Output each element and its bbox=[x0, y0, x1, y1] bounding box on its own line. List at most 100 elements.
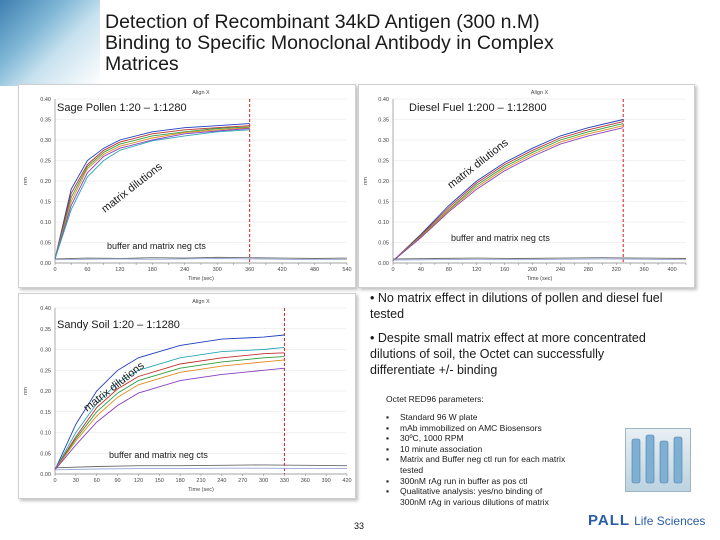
series-line bbox=[54, 464, 348, 469]
y-tick-label: 0.05 bbox=[40, 451, 51, 457]
y-tick-label: 0.35 bbox=[40, 118, 51, 124]
series-line bbox=[54, 367, 285, 471]
x-tick-label: 120 bbox=[472, 267, 481, 273]
x-tick-label: 60 bbox=[94, 478, 100, 484]
series-line bbox=[54, 128, 250, 260]
y-tick-label: 0.05 bbox=[378, 241, 389, 247]
header-image bbox=[0, 0, 100, 86]
x-tick-label: 320 bbox=[612, 267, 621, 273]
neg-control-label: buffer and matrix neg cts bbox=[451, 233, 550, 243]
x-tick-label: 180 bbox=[176, 478, 185, 484]
x-tick-label: 160 bbox=[500, 267, 509, 273]
series-line bbox=[54, 467, 347, 471]
param-item: 300nM rAg run in buffer as pos ctl bbox=[386, 476, 566, 487]
panel-label: Diesel Fuel 1:200 – 1:12800 bbox=[409, 102, 547, 114]
series-line bbox=[54, 334, 285, 470]
series-line bbox=[54, 356, 285, 471]
y-tick-label: 0.40 bbox=[378, 97, 389, 103]
y-tick-label: 0.15 bbox=[40, 410, 51, 416]
x-tick-label: 280 bbox=[584, 267, 593, 273]
chart-title: Align X bbox=[192, 90, 210, 96]
y-tick-label: 0.30 bbox=[378, 138, 389, 144]
y-tick-label: 0.35 bbox=[378, 118, 389, 124]
series-line bbox=[54, 125, 250, 260]
x-tick-label: 120 bbox=[134, 478, 143, 484]
octet-parameters: Octet RED96 parameters: Standard 96 W pl… bbox=[386, 394, 566, 507]
series-line bbox=[54, 359, 285, 471]
y-tick-label: 0.00 bbox=[378, 261, 389, 267]
x-tick-label: 360 bbox=[301, 478, 310, 484]
x-tick-label: 200 bbox=[528, 267, 537, 273]
chart-title: Align X bbox=[192, 299, 210, 305]
page-number: 33 bbox=[354, 521, 365, 531]
x-tick-label: 420 bbox=[278, 267, 287, 273]
x-tick-label: 360 bbox=[640, 267, 649, 273]
y-tick-label: 0.25 bbox=[378, 159, 389, 165]
series-line bbox=[54, 129, 250, 260]
neg-control-label: buffer and matrix neg cts bbox=[107, 241, 206, 251]
param-item: 10 minute association bbox=[386, 444, 566, 455]
sample-vials-photo bbox=[625, 428, 691, 492]
x-tick-label: 270 bbox=[238, 478, 247, 484]
chart-sandy-soil: Align X 0.00 0.05 0.10 0.15 0.20 0.25 0.30 0.35 0… bbox=[18, 293, 356, 499]
x-tick-label: 330 bbox=[280, 478, 289, 484]
y-tick-label: 0.00 bbox=[40, 472, 51, 478]
x-tick-label: 80 bbox=[446, 267, 452, 273]
param-item: Standard 96 W plate bbox=[386, 412, 566, 423]
matrix-dilutions-label: matrix dilutions bbox=[99, 160, 165, 215]
y-tick-label: 0.15 bbox=[378, 200, 389, 206]
y-tick-label: 0.00 bbox=[40, 261, 51, 267]
panel-label: Sage Pollen 1:20 – 1:1280 bbox=[57, 102, 187, 114]
neg-control-label: buffer and matrix neg cts bbox=[109, 450, 208, 460]
logo-sub: Life Sciences bbox=[634, 514, 706, 528]
y-tick-label: 0.10 bbox=[378, 220, 389, 226]
series-line bbox=[54, 352, 285, 471]
y-tick-label: 0.25 bbox=[40, 159, 51, 165]
chart-title: Align X bbox=[531, 90, 549, 96]
series-line bbox=[54, 126, 250, 260]
findings: • No matrix effect in dilutions of polle… bbox=[370, 290, 670, 386]
title-line: Binding to Specific Monoclonal Antibody … bbox=[105, 32, 554, 54]
x-tick-label: 0 bbox=[53, 267, 56, 273]
x-tick-label: 360 bbox=[245, 267, 254, 273]
series-line bbox=[392, 257, 687, 260]
x-tick-label: 420 bbox=[342, 478, 351, 484]
param-item: Matrix and Buffer neg ctl run for each m… bbox=[386, 454, 566, 475]
series-line bbox=[54, 258, 348, 261]
pall-logo: PALL Life Sciences bbox=[588, 512, 705, 529]
x-tick-label: 0 bbox=[53, 478, 56, 484]
matrix-dilutions-label: matrix dilutions bbox=[445, 136, 511, 191]
chart-sage-pollen: Align X 0.00 0.05 0.10 0.15 0.20 0.25 0.30 0.35 0… bbox=[18, 84, 356, 288]
x-tick-label: 480 bbox=[310, 267, 319, 273]
x-tick-label: 30 bbox=[73, 478, 79, 484]
y-tick-label: 0.35 bbox=[40, 327, 51, 333]
title-line: Matrices bbox=[105, 53, 179, 75]
x-tick-label: 390 bbox=[322, 478, 331, 484]
title-line: Detection of Recombinant 34kD Antigen (3… bbox=[105, 11, 540, 33]
x-tick-label: 90 bbox=[115, 478, 121, 484]
finding-bullet: • Despite small matrix effect at more co… bbox=[370, 331, 646, 377]
x-tick-label: 300 bbox=[259, 478, 268, 484]
series-line bbox=[392, 121, 624, 262]
series-line bbox=[392, 125, 624, 262]
y-tick-label: 0.20 bbox=[378, 179, 389, 185]
series-line bbox=[392, 123, 624, 262]
y-tick-label: 0.30 bbox=[40, 138, 51, 144]
y-axis-label: nm bbox=[23, 387, 29, 395]
y-tick-label: 0.05 bbox=[40, 241, 51, 247]
y-tick-label: 0.10 bbox=[40, 431, 51, 437]
x-axis-label: Time (sec) bbox=[188, 487, 214, 493]
matrix-dilutions-label: matrix dilutions bbox=[81, 359, 147, 414]
x-axis-label: Time (sec) bbox=[527, 276, 553, 282]
series-line bbox=[54, 346, 285, 471]
series-line bbox=[392, 119, 624, 262]
x-tick-label: 40 bbox=[418, 267, 424, 273]
finding-bullet: • No matrix effect in dilutions of polle… bbox=[370, 291, 663, 321]
series-line bbox=[54, 256, 348, 260]
x-tick-label: 60 bbox=[84, 267, 90, 273]
slide-title: Detection of Recombinant 34kD Antigen (3… bbox=[105, 12, 705, 75]
y-axis-label: nm bbox=[23, 177, 29, 185]
y-tick-label: 0.20 bbox=[40, 389, 51, 395]
chart-svg: Align X 0.00 0.05 0.10 0.15 0.20 0.25 0.30 0.35 0… bbox=[23, 90, 352, 282]
y-tick-label: 0.40 bbox=[40, 97, 51, 103]
